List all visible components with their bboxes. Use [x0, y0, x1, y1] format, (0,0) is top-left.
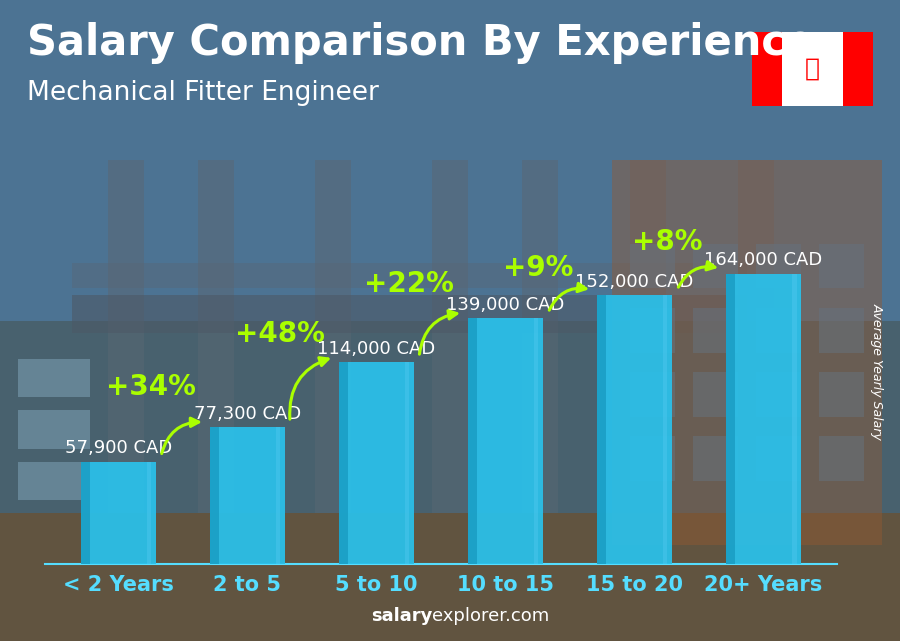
Bar — [18, 410, 90, 449]
Bar — [18, 359, 90, 397]
Text: 139,000 CAD: 139,000 CAD — [446, 296, 564, 313]
Bar — [534, 318, 538, 564]
Bar — [693, 372, 738, 417]
Bar — [0, 513, 900, 641]
Bar — [819, 436, 864, 481]
Bar — [198, 160, 234, 513]
Bar — [630, 308, 675, 353]
Bar — [842, 32, 873, 106]
Text: 77,300 CAD: 77,300 CAD — [194, 405, 302, 423]
Bar — [726, 274, 801, 564]
Bar — [147, 462, 151, 564]
Bar — [468, 318, 543, 564]
Text: Salary Comparison By Experience: Salary Comparison By Experience — [27, 22, 814, 65]
Bar — [18, 462, 90, 500]
Text: 57,900 CAD: 57,900 CAD — [65, 439, 172, 457]
Text: 164,000 CAD: 164,000 CAD — [705, 251, 823, 269]
Bar — [405, 362, 410, 564]
Bar — [756, 436, 801, 481]
Bar — [210, 428, 285, 564]
Bar — [315, 160, 351, 513]
Bar — [108, 160, 144, 513]
Bar — [339, 362, 348, 564]
Bar — [0, 320, 900, 545]
Bar — [597, 295, 606, 564]
Bar — [210, 428, 219, 564]
Text: Average Yearly Salary: Average Yearly Salary — [871, 303, 884, 440]
Bar — [693, 244, 738, 288]
Bar — [81, 462, 90, 564]
Bar — [612, 160, 882, 545]
Bar — [792, 274, 796, 564]
Text: +48%: +48% — [235, 320, 325, 348]
Bar — [693, 308, 738, 353]
Bar — [756, 372, 801, 417]
Bar — [630, 244, 675, 288]
Text: Mechanical Fitter Engineer: Mechanical Fitter Engineer — [27, 80, 379, 106]
Text: 🍁: 🍁 — [805, 57, 820, 81]
Bar — [0, 0, 900, 417]
Bar — [756, 244, 801, 288]
Bar — [522, 160, 558, 513]
Bar — [752, 32, 782, 106]
Text: explorer.com: explorer.com — [432, 607, 549, 625]
Bar — [819, 244, 864, 288]
Bar — [726, 274, 735, 564]
Bar — [72, 263, 747, 288]
Text: +22%: +22% — [364, 271, 454, 298]
Bar — [819, 372, 864, 417]
Bar — [663, 295, 668, 564]
Text: +9%: +9% — [502, 254, 573, 283]
Bar — [738, 160, 774, 513]
Bar — [630, 372, 675, 417]
Text: salary: salary — [371, 607, 432, 625]
Bar — [276, 428, 281, 564]
Bar — [81, 462, 156, 564]
Text: +8%: +8% — [632, 228, 702, 256]
Bar — [630, 160, 666, 513]
Bar — [630, 436, 675, 481]
Bar — [432, 160, 468, 513]
Bar — [597, 295, 672, 564]
Bar — [339, 362, 414, 564]
Text: 114,000 CAD: 114,000 CAD — [318, 340, 436, 358]
Bar — [72, 295, 747, 333]
Bar — [819, 308, 864, 353]
Bar — [693, 436, 738, 481]
Bar — [756, 308, 801, 353]
Text: +34%: +34% — [105, 373, 195, 401]
Bar — [468, 318, 477, 564]
Text: 152,000 CAD: 152,000 CAD — [575, 272, 694, 290]
